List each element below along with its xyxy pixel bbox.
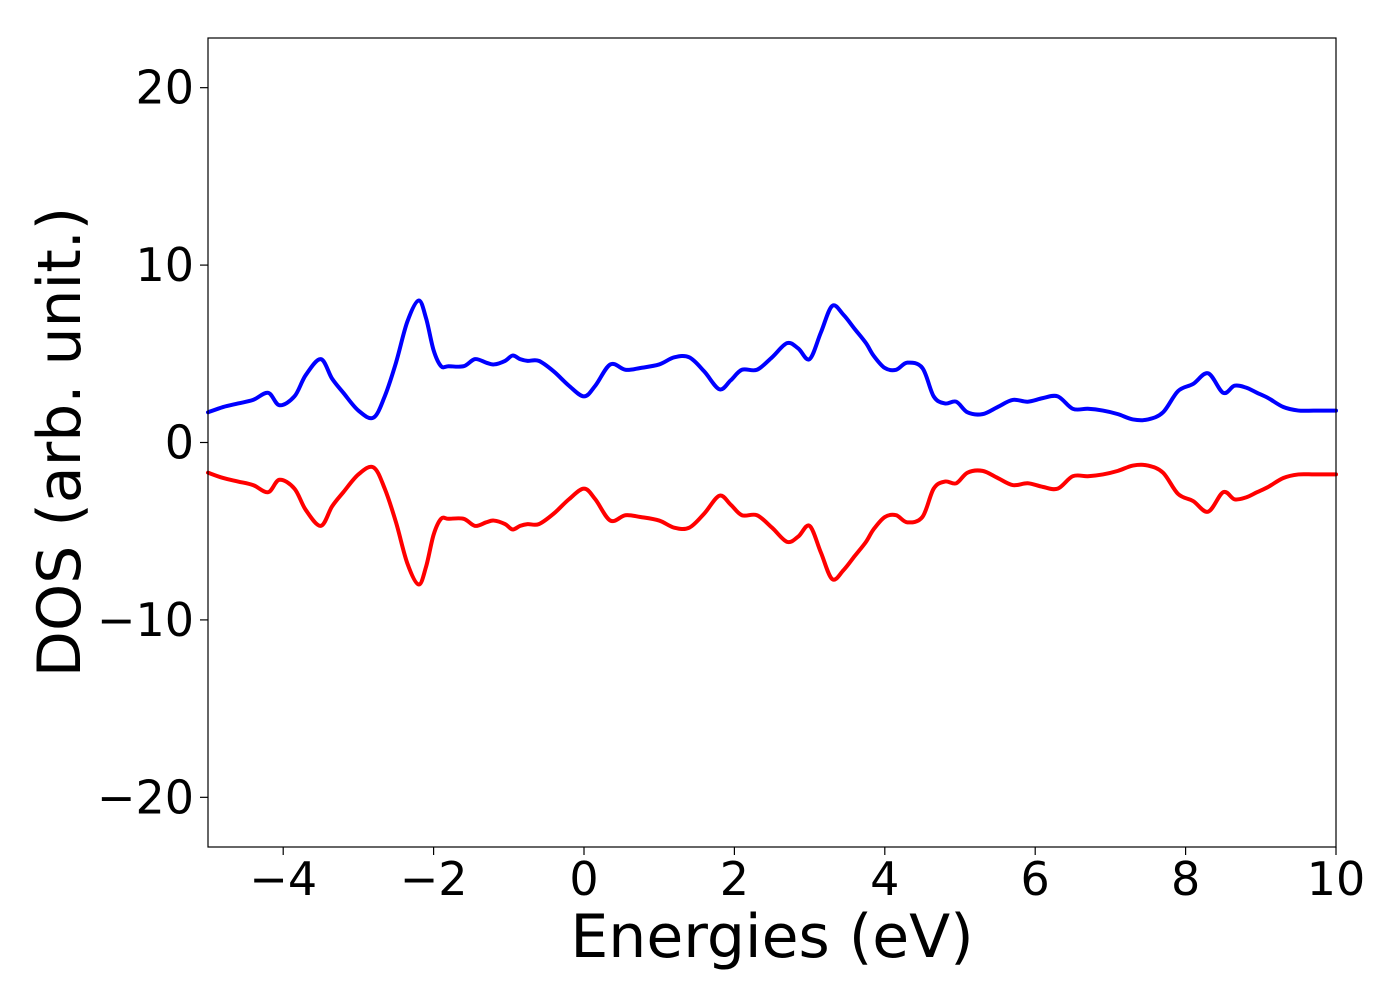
y-tick-label: −10 (97, 593, 194, 647)
x-axis-title: Energies (eV) (570, 902, 973, 972)
x-tick-label: 10 (1307, 852, 1366, 906)
x-tick-label: −4 (249, 852, 317, 906)
x-tick-label: 4 (870, 852, 899, 906)
y-tick-label: 0 (165, 416, 194, 470)
x-tick-label: 8 (1171, 852, 1200, 906)
x-tick-label: 2 (720, 852, 749, 906)
y-tick-label: 10 (135, 238, 194, 292)
series-line-spin-up (206, 298, 1338, 423)
plot-lines (206, 298, 1338, 587)
series-line-spin-down (206, 462, 1338, 587)
y-axis-ticks: −20 −10 0 10 20 (97, 61, 208, 824)
y-axis-title: DOS (arb. unit.) (25, 207, 95, 677)
x-tick-label: 0 (569, 852, 598, 906)
y-tick-label: −20 (97, 770, 194, 824)
x-tick-label: −2 (400, 852, 468, 906)
y-tick-label: 20 (135, 61, 194, 115)
x-tick-label: 6 (1021, 852, 1050, 906)
x-axis-ticks: −4 −2 0 2 4 6 8 10 (249, 847, 1365, 906)
